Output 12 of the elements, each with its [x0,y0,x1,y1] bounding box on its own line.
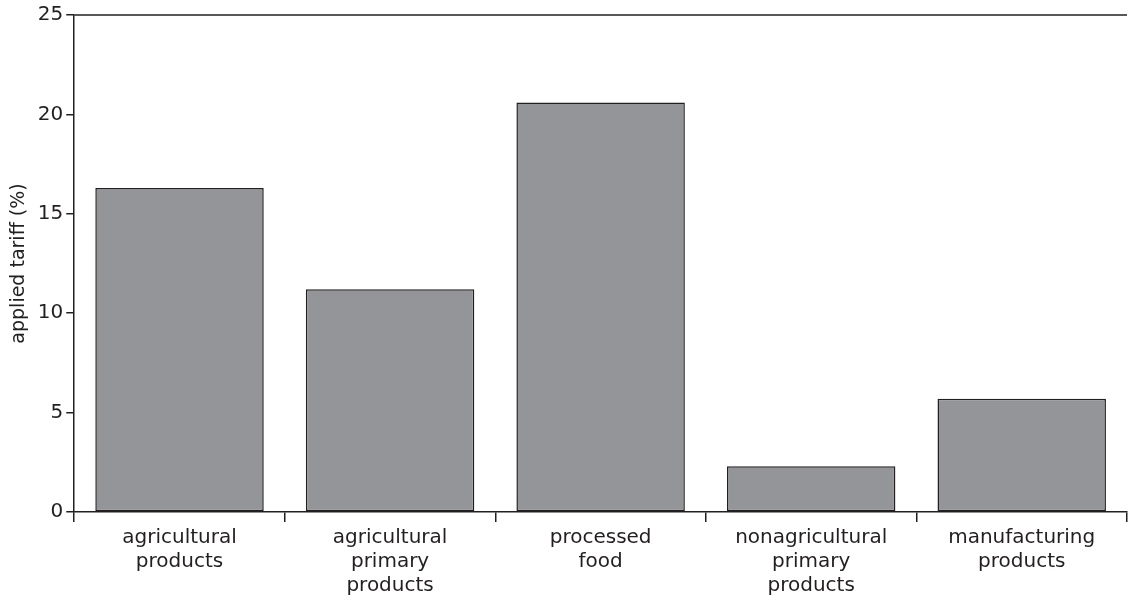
y-tick-label: 25 [37,1,64,26]
y-tick-label: 20 [37,100,64,125]
x-tick-label: agricultural products [122,524,237,573]
x-tick-label: manufacturing products [948,524,1096,573]
y-tick-label: 15 [37,200,64,224]
x-tick-label: agricultural primary products [332,524,448,597]
x-tick-label: processed food [549,524,652,573]
y-axis-title: applied tariff (%) [6,183,29,344]
y-tick-label: 10 [37,299,64,324]
y-tick-label: 5 [50,398,64,423]
y-tick-label: 0 [50,498,64,523]
x-tick-label: nonagricultural primary products [735,524,888,597]
